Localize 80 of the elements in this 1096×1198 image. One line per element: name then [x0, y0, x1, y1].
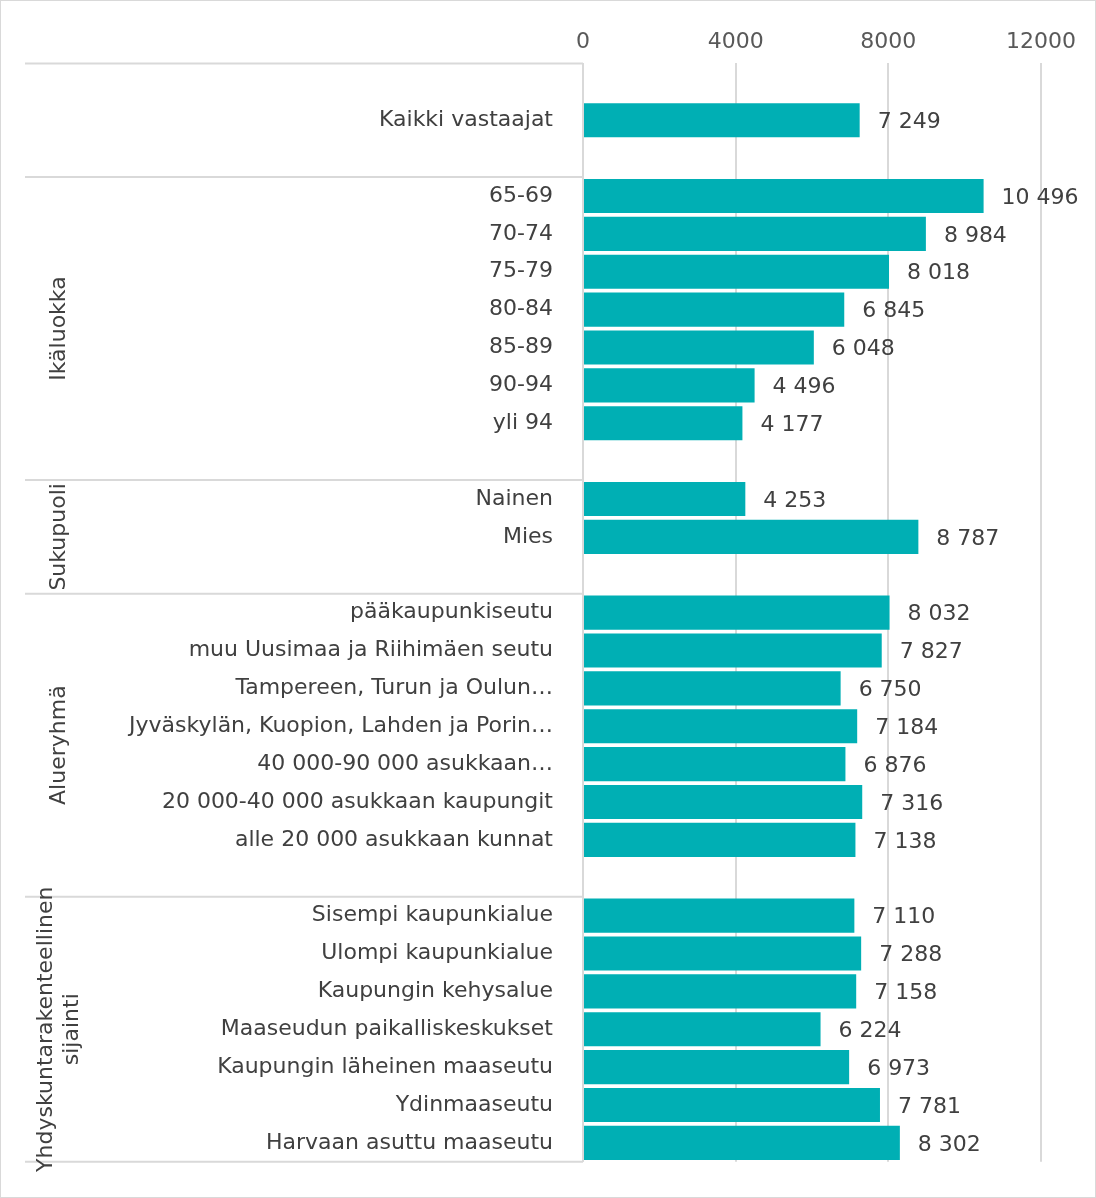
data-label: 4 253: [763, 486, 827, 512]
y-tick-label: 40 000-90 000 asukkaan…: [257, 749, 553, 775]
y-tick-label: Ydinmaaseutu: [394, 1090, 553, 1116]
data-label: 6 224: [838, 1016, 902, 1042]
bar: [584, 178, 984, 214]
y-tick-label: 80-84: [489, 295, 553, 321]
bar: [584, 671, 841, 706]
bar: [584, 254, 890, 289]
y-tick-label: Harvaan asuttu maaseutu: [266, 1128, 553, 1154]
bar: [584, 822, 856, 857]
bar: [584, 216, 926, 251]
bar: [584, 1012, 821, 1047]
data-label: 7 138: [873, 827, 937, 853]
bar: [584, 747, 846, 782]
bar: [584, 1087, 880, 1123]
bar: [584, 633, 882, 668]
y-tick-label: 70-74: [489, 219, 553, 245]
data-label: 8 787: [936, 524, 1000, 550]
bar: [584, 519, 919, 554]
bar: [584, 1050, 850, 1085]
bar: [584, 898, 855, 933]
x-tick-label: 4000: [707, 27, 764, 53]
data-label: 8 032: [907, 600, 971, 626]
bar: [584, 481, 746, 517]
text: Ikäluokka: [44, 276, 70, 381]
x-tick-label: 12000: [1006, 27, 1076, 53]
bar: [584, 784, 863, 820]
data-label: 6 048: [831, 335, 895, 361]
y-tick-label: Ulompi kaupunkialue: [321, 939, 553, 965]
data-label: 10 496: [1001, 183, 1079, 209]
data-label: 7 827: [899, 638, 963, 664]
bar: [584, 936, 862, 971]
y-tick-label: Nainen: [475, 484, 553, 510]
text: Alueryhmä: [44, 685, 70, 805]
x-tick-label: 8000: [860, 27, 917, 53]
x-tick-label: 0: [576, 27, 590, 53]
bar: [584, 595, 890, 630]
data-label: 8 302: [917, 1130, 981, 1156]
y-tick-label: pääkaupunkiseutu: [350, 598, 553, 624]
y-tick-label: Kaikki vastaajat: [379, 105, 554, 131]
data-label: 7 288: [879, 941, 943, 967]
text: Sukupuoli: [44, 483, 70, 591]
y-tick-label: Kaupungin kehysalue: [317, 977, 553, 1003]
data-label: 4 496: [772, 373, 836, 399]
data-label: 6 845: [862, 297, 926, 323]
y-tick-label: Kaupungin läheinen maaseutu: [217, 1052, 553, 1078]
data-label: 7 110: [872, 903, 936, 929]
y-tick-label: Jyväskylän, Kuopion, Lahden ja Porin…: [127, 711, 553, 737]
bar: [584, 406, 743, 441]
y-tick-label: Maaseudun paikalliskeskukset: [220, 1014, 554, 1040]
bar: [584, 1125, 900, 1160]
y-tick-label: Sisempi kaupunkialue: [311, 901, 553, 927]
y-tick-label: Tampereen, Turun ja Oulun…: [234, 674, 553, 700]
data-label: 7 249: [877, 107, 941, 133]
y-tick-label: muu Uusimaa ja Riihimäen seutu: [188, 636, 553, 662]
bar: [584, 330, 814, 365]
data-label: 7 158: [874, 979, 938, 1005]
data-label: 7 184: [875, 713, 939, 739]
y-tick-label: 65-69: [489, 181, 553, 207]
bar: [584, 103, 860, 138]
data-label: 8 018: [907, 259, 970, 285]
data-label: 4 177: [760, 410, 824, 436]
bar: [584, 292, 845, 327]
data-label: 6 750: [858, 676, 922, 702]
y-tick-label: yli 94: [492, 408, 553, 434]
text: Yhdyskuntarakenteellinen sijainti: [31, 886, 83, 1173]
data-label: 6 973: [867, 1054, 931, 1080]
data-label: 6 876: [863, 751, 927, 777]
bar: [584, 974, 857, 1009]
y-tick-label: 20 000-40 000 asukkaan kaupungit: [161, 787, 554, 813]
y-tick-label: Mies: [502, 522, 553, 548]
bar: [584, 709, 858, 744]
y-tick-label: 75-79: [489, 257, 553, 283]
data-label: 7 316: [880, 789, 944, 815]
y-tick-label: 90-94: [489, 371, 553, 397]
y-tick-label: 85-89: [489, 333, 553, 359]
data-label: 8 984: [943, 221, 1007, 247]
data-label: 7 781: [897, 1092, 961, 1118]
bar: [584, 368, 755, 403]
y-tick-label: alle 20 000 asukkaan kunnat: [234, 825, 554, 851]
